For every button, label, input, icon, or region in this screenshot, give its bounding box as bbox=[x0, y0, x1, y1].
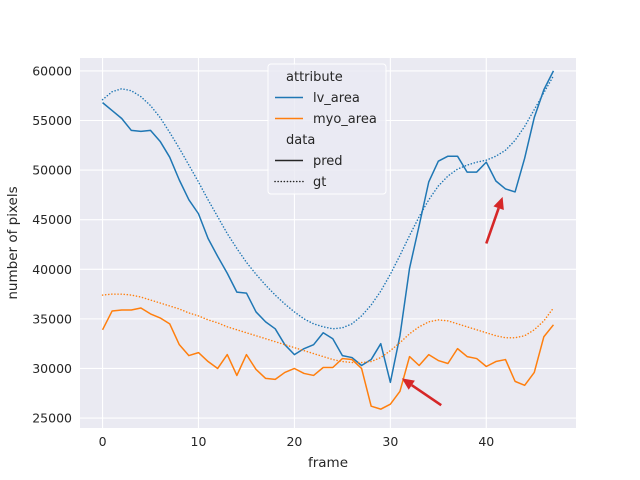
x-axis-label: frame bbox=[308, 455, 348, 471]
y-tick-labels: 25000 30000 35000 40000 45000 50000 55000 60000 bbox=[32, 63, 72, 425]
legend-entry-label: gt bbox=[313, 175, 326, 190]
legend-entry-label: pred bbox=[313, 154, 343, 169]
legend-group-title: attribute bbox=[286, 70, 343, 85]
arrow-head bbox=[493, 196, 504, 211]
x-tick-label: 30 bbox=[382, 434, 398, 449]
y-axis-label: number of pixels bbox=[5, 186, 21, 299]
legend-frame bbox=[267, 63, 387, 195]
y-tick-label: 40000 bbox=[32, 262, 72, 277]
red-arrow-annotation bbox=[485, 196, 504, 244]
y-tick-label: 55000 bbox=[32, 113, 72, 128]
y-tick-label: 30000 bbox=[32, 361, 72, 376]
legend-entry-label: myo_area bbox=[313, 112, 377, 127]
arrow-shaft bbox=[411, 384, 442, 407]
annotation-layer bbox=[401, 196, 504, 407]
x-tick-label: 20 bbox=[286, 434, 302, 449]
series-lv-area-pred-line bbox=[102, 70, 555, 384]
arrow-shaft bbox=[485, 207, 500, 244]
arrow-head bbox=[401, 378, 415, 390]
series-lv-area-gt-line bbox=[101, 75, 555, 330]
y-tick-label: 45000 bbox=[32, 212, 72, 227]
y-tick-label: 25000 bbox=[32, 411, 72, 426]
x-tick-label: 0 bbox=[99, 434, 107, 449]
series-myo-area-gt-line bbox=[101, 293, 555, 364]
series-layer bbox=[101, 70, 555, 410]
red-arrow-annotation bbox=[401, 378, 442, 407]
y-tick-label: 50000 bbox=[32, 163, 72, 178]
x-tick-label: 40 bbox=[478, 434, 494, 449]
y-tick-label: 35000 bbox=[32, 311, 72, 326]
x-tick-labels: 0 10 20 30 40 bbox=[99, 434, 495, 449]
y-tick-label: 60000 bbox=[32, 63, 72, 78]
legend-group-title: data bbox=[286, 133, 315, 148]
series-myo-area-pred-line bbox=[101, 307, 555, 410]
legend-entry-label: lv_area bbox=[313, 91, 360, 106]
x-tick-label: 10 bbox=[191, 434, 207, 449]
